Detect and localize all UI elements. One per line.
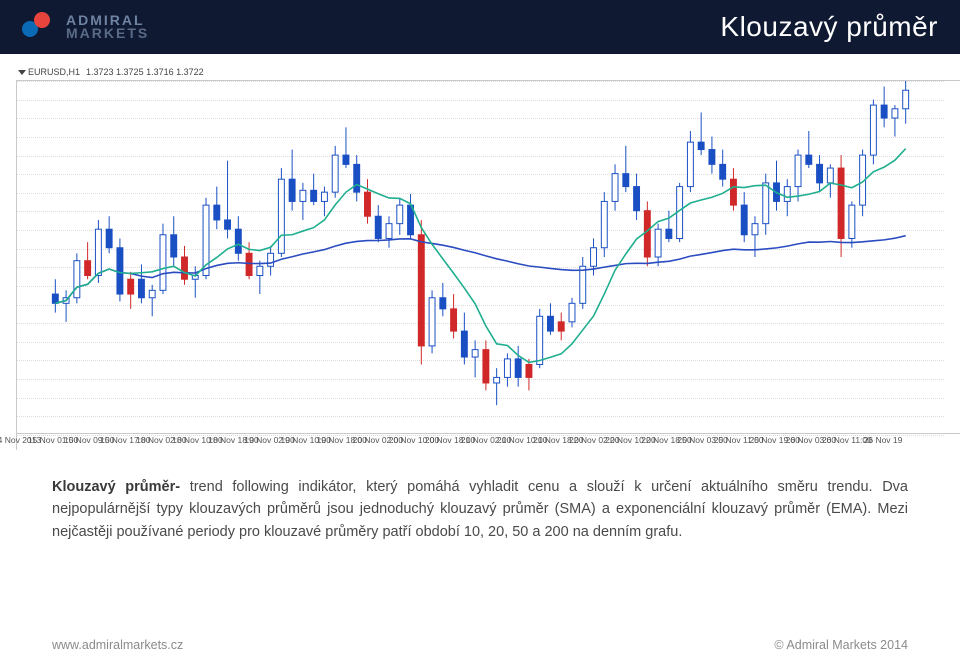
- description-paragraph: Klouzavý průměr- trend following indikát…: [52, 476, 908, 543]
- footer: www.admiralmarkets.cz © Admiral Markets …: [52, 638, 908, 652]
- dropdown-icon: [18, 70, 26, 75]
- brand-logo: ADMIRAL MARKETS: [22, 9, 149, 45]
- chart-plot-area[interactable]: 1.35851.35751.35651.35551.35451.35351.35…: [16, 80, 944, 434]
- brand-line2: MARKETS: [66, 27, 149, 40]
- header-bar: ADMIRAL MARKETS Klouzavý průměr: [0, 0, 960, 54]
- paragraph-body: trend following indikátor, který pomáhá …: [52, 479, 908, 540]
- footer-copyright: © Admiral Markets 2014: [774, 638, 908, 652]
- y-axis: 1.35851.35751.35651.35551.35451.35351.35…: [944, 80, 960, 434]
- symbol-dropdown[interactable]: EURUSD,H1: [18, 67, 80, 77]
- candlestick-plot: [17, 81, 944, 433]
- page-title: Klouzavý průměr: [720, 11, 938, 43]
- footer-url: www.admiralmarkets.cz: [52, 638, 183, 652]
- symbol-label: EURUSD,H1: [28, 67, 80, 77]
- ohlc-label: 1.3723 1.3725 1.3716 1.3722: [86, 67, 204, 77]
- brand-text: ADMIRAL MARKETS: [66, 14, 149, 41]
- brand-mark-icon: [22, 9, 58, 45]
- paragraph-lead: Klouzavý průměr-: [52, 479, 180, 495]
- chart-window: EURUSD,H1 1.3723 1.3725 1.3716 1.3722 1.…: [16, 64, 944, 454]
- x-axis: 14 Nov 201315 Nov 01:0015 Nov 09:0015 No…: [16, 434, 898, 450]
- chart-topbar: EURUSD,H1 1.3723 1.3725 1.3716 1.3722: [16, 64, 944, 80]
